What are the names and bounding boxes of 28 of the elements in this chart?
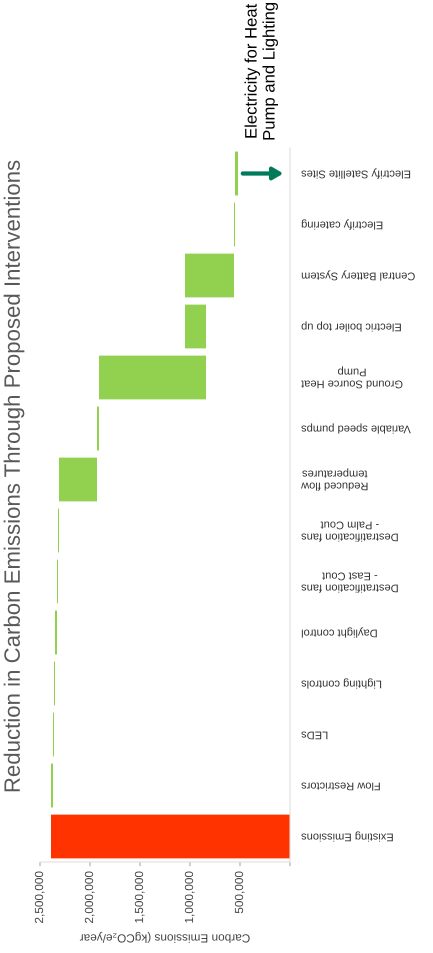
y-tick-label: Flow Restrictors (302, 782, 380, 791)
y-tick-label: Variable speed pumps (302, 423, 411, 434)
x-tick-label: 2,000,000 (84, 871, 95, 923)
y-tick-label: Electric boiler top up (302, 321, 401, 332)
y-tick-label: Central Battery System (302, 270, 415, 281)
x-axis-title: Carbon Emissions (kgCO₂e/year (80, 932, 250, 943)
y-tick-label: Lighting controls (302, 678, 382, 689)
bar (185, 254, 234, 298)
x-tick-label: 500,000 (234, 871, 245, 914)
bar (51, 814, 290, 858)
bar (99, 356, 206, 400)
y-tick-label: Ground Source Heat Pump (301, 366, 402, 389)
y-tick-label: LEDs (302, 732, 328, 740)
y-tick-label: Destratification fans - Palm Cout (302, 522, 398, 542)
y-tick-label: Destratification fans - East Cout (302, 572, 398, 593)
x-tick-label: 1,000,000 (184, 871, 195, 923)
y-tick-label: Daylight control (302, 627, 377, 638)
y-tick-label: Electrify Satellite Sites (302, 168, 410, 179)
y-tick-label: Existing Emissions (302, 831, 393, 842)
x-tick-label: 1,500,000 (134, 871, 145, 923)
text: Reduction in Carbon Emissions Through Proposed Interventions (4, 160, 24, 792)
bar (59, 458, 97, 502)
annotation: Electricity for Heat Pump and Lighting (244, 2, 278, 140)
y-tick-label: Electrify catering (302, 219, 382, 230)
x-tick-label: 2,500,000 (34, 871, 45, 923)
y-tick-label: Reduced flow temperatures (301, 468, 368, 491)
bar (185, 304, 206, 348)
bar (235, 152, 238, 196)
